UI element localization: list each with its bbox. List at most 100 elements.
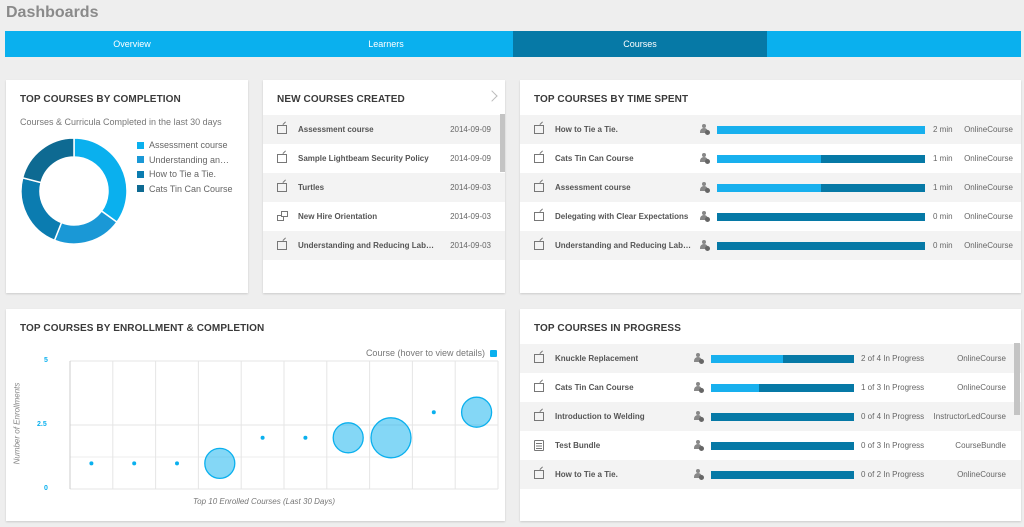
course-name[interactable]: Assessment course: [555, 183, 631, 192]
bubble-point[interactable]: [303, 435, 308, 440]
course-name[interactable]: Sample Lightbeam Security Policy: [298, 154, 429, 163]
list-item[interactable]: How to Tie a Tie. 0 of 2 In Progress Onl…: [520, 460, 1021, 489]
bubble-point[interactable]: [132, 461, 137, 466]
list-item[interactable]: Understanding and Reducing Lab… 2014-09-…: [263, 231, 505, 260]
donut-slice[interactable]: [21, 137, 75, 184]
progress-bar-fill: [711, 384, 759, 392]
bubble-point[interactable]: [175, 461, 179, 466]
page-title: Dashboards: [6, 4, 99, 21]
bubble-point[interactable]: [460, 396, 493, 428]
donut-slice[interactable]: [20, 176, 63, 242]
time-bar: [717, 242, 925, 250]
bubble-point[interactable]: [89, 461, 94, 466]
course-type: OnlineCourse: [964, 241, 1013, 250]
course-name[interactable]: Introduction to Welding: [555, 412, 645, 421]
tab-learners[interactable]: Learners: [368, 39, 404, 49]
bubble-point[interactable]: [260, 435, 265, 440]
chevron-right-icon[interactable]: [486, 90, 498, 102]
course-name[interactable]: Test Bundle: [555, 441, 601, 450]
course-icon: [534, 383, 544, 392]
legend-item[interactable]: Assessment course: [137, 138, 233, 153]
in-progress-list: Knuckle Replacement 2 of 4 In Progress O…: [520, 344, 1021, 489]
y-axis-label: Number of Enrollments: [12, 382, 22, 465]
completion-card: TOP COURSES BY COMPLETION Courses & Curr…: [6, 80, 248, 293]
scrollbar[interactable]: [1014, 343, 1020, 415]
course-date: 2014-09-09: [450, 154, 491, 163]
dashboard-tabs: Overview Learners Courses: [5, 31, 1021, 57]
list-item[interactable]: Knuckle Replacement 2 of 4 In Progress O…: [520, 344, 1021, 373]
course-name[interactable]: Delegating with Clear Expectations: [555, 212, 689, 221]
course-name[interactable]: Understanding and Reducing Lab…: [555, 241, 692, 250]
course-name[interactable]: New Hire Orientation: [298, 212, 378, 221]
users-icon: [698, 182, 710, 193]
course-type: InstructorLedCourse: [933, 412, 1006, 421]
legend-swatch: [490, 349, 497, 357]
legend-swatch: [137, 185, 144, 193]
legend-swatch: [137, 156, 144, 164]
course-name[interactable]: Assessment course: [298, 125, 374, 134]
course-name[interactable]: Understanding and Reducing Lab…: [298, 241, 435, 250]
list-item[interactable]: Cats Tin Can Course 1 of 3 In Progress O…: [520, 373, 1021, 402]
course-icon: [534, 212, 544, 221]
x-axis-label: Top 10 Enrolled Courses (Last 30 Days): [193, 497, 335, 506]
bubble-point[interactable]: [370, 417, 412, 459]
course-name[interactable]: Cats Tin Can Course: [555, 154, 634, 163]
instructor-led-icon: [534, 412, 544, 421]
bubble-point[interactable]: [204, 447, 236, 480]
course-name[interactable]: Knuckle Replacement: [555, 354, 639, 363]
chart-legend[interactable]: Course (hover to view details): [366, 348, 497, 358]
list-item[interactable]: New Hire Orientation 2014-09-03: [263, 202, 505, 231]
course-date: 2014-09-03: [450, 183, 491, 192]
list-item[interactable]: Turtles 2014-09-03: [263, 173, 505, 202]
course-name[interactable]: How to Tie a Tie.: [555, 125, 618, 134]
list-item[interactable]: Cats Tin Can Course 1 min OnlineCourse: [520, 144, 1021, 173]
legend-label: Assessment course: [149, 140, 228, 151]
course-type: CourseBundle: [955, 441, 1006, 450]
list-item[interactable]: Delegating with Clear Expectations 0 min…: [520, 202, 1021, 231]
tab-overview[interactable]: Overview: [113, 39, 151, 49]
list-item[interactable]: Assessment course 2014-09-09: [263, 115, 505, 144]
bubble-point[interactable]: [431, 410, 436, 415]
time-bar-fill: [717, 155, 821, 163]
progress-bar: [711, 471, 854, 479]
course-name[interactable]: How to Tie a Tie.: [555, 470, 618, 479]
course-type: OnlineCourse: [957, 470, 1006, 479]
y-tick-label: 5: [44, 357, 48, 364]
legend-item[interactable]: Cats Tin Can Course: [137, 182, 233, 197]
legend-item[interactable]: Understanding an…: [137, 153, 233, 168]
bundle-icon: [534, 440, 544, 451]
enrollment-card: TOP COURSES BY ENROLLMENT & COMPLETION C…: [6, 309, 505, 521]
course-name[interactable]: Cats Tin Can Course: [555, 383, 634, 392]
course-icon: [277, 183, 287, 192]
list-item[interactable]: Assessment course 1 min OnlineCourse: [520, 173, 1021, 202]
time-value: 1 min: [933, 154, 953, 163]
time-bar: [717, 213, 925, 221]
course-date: 2014-09-03: [450, 241, 491, 250]
list-item[interactable]: Test Bundle 0 of 3 In Progress CourseBun…: [520, 431, 1021, 460]
progress-bar: [711, 413, 854, 421]
time-bar: [717, 184, 925, 192]
list-item[interactable]: Introduction to Welding 0 of 4 In Progre…: [520, 402, 1021, 431]
tab-courses[interactable]: Courses: [513, 31, 767, 57]
time-bar: [717, 155, 925, 163]
card-title: TOP COURSES BY ENROLLMENT & COMPLETION: [20, 323, 265, 334]
donut-slice[interactable]: [53, 209, 118, 245]
list-item[interactable]: Understanding and Reducing Lab… 0 min On…: [520, 231, 1021, 260]
bubble-chart[interactable]: [6, 309, 505, 521]
list-item[interactable]: How to Tie a Tie. 2 min OnlineCourse: [520, 115, 1021, 144]
donut-slice[interactable]: [73, 137, 128, 224]
legend-item[interactable]: How to Tie a Tie.: [137, 167, 233, 182]
donut-chart[interactable]: [19, 136, 129, 246]
list-item[interactable]: Sample Lightbeam Security Policy 2014-09…: [263, 144, 505, 173]
time-spent-list: How to Tie a Tie. 2 min OnlineCourse Cat…: [520, 115, 1021, 260]
course-name[interactable]: Turtles: [298, 183, 325, 192]
course-icon: [277, 125, 287, 134]
bubble-point[interactable]: [332, 422, 364, 454]
legend-swatch: [137, 170, 144, 178]
legend-swatch: [137, 141, 144, 149]
scrollbar[interactable]: [500, 114, 505, 172]
course-date: 2014-09-03: [450, 212, 491, 221]
y-tick-label: 0: [44, 485, 48, 492]
users-icon: [692, 382, 704, 393]
course-type: OnlineCourse: [964, 154, 1013, 163]
